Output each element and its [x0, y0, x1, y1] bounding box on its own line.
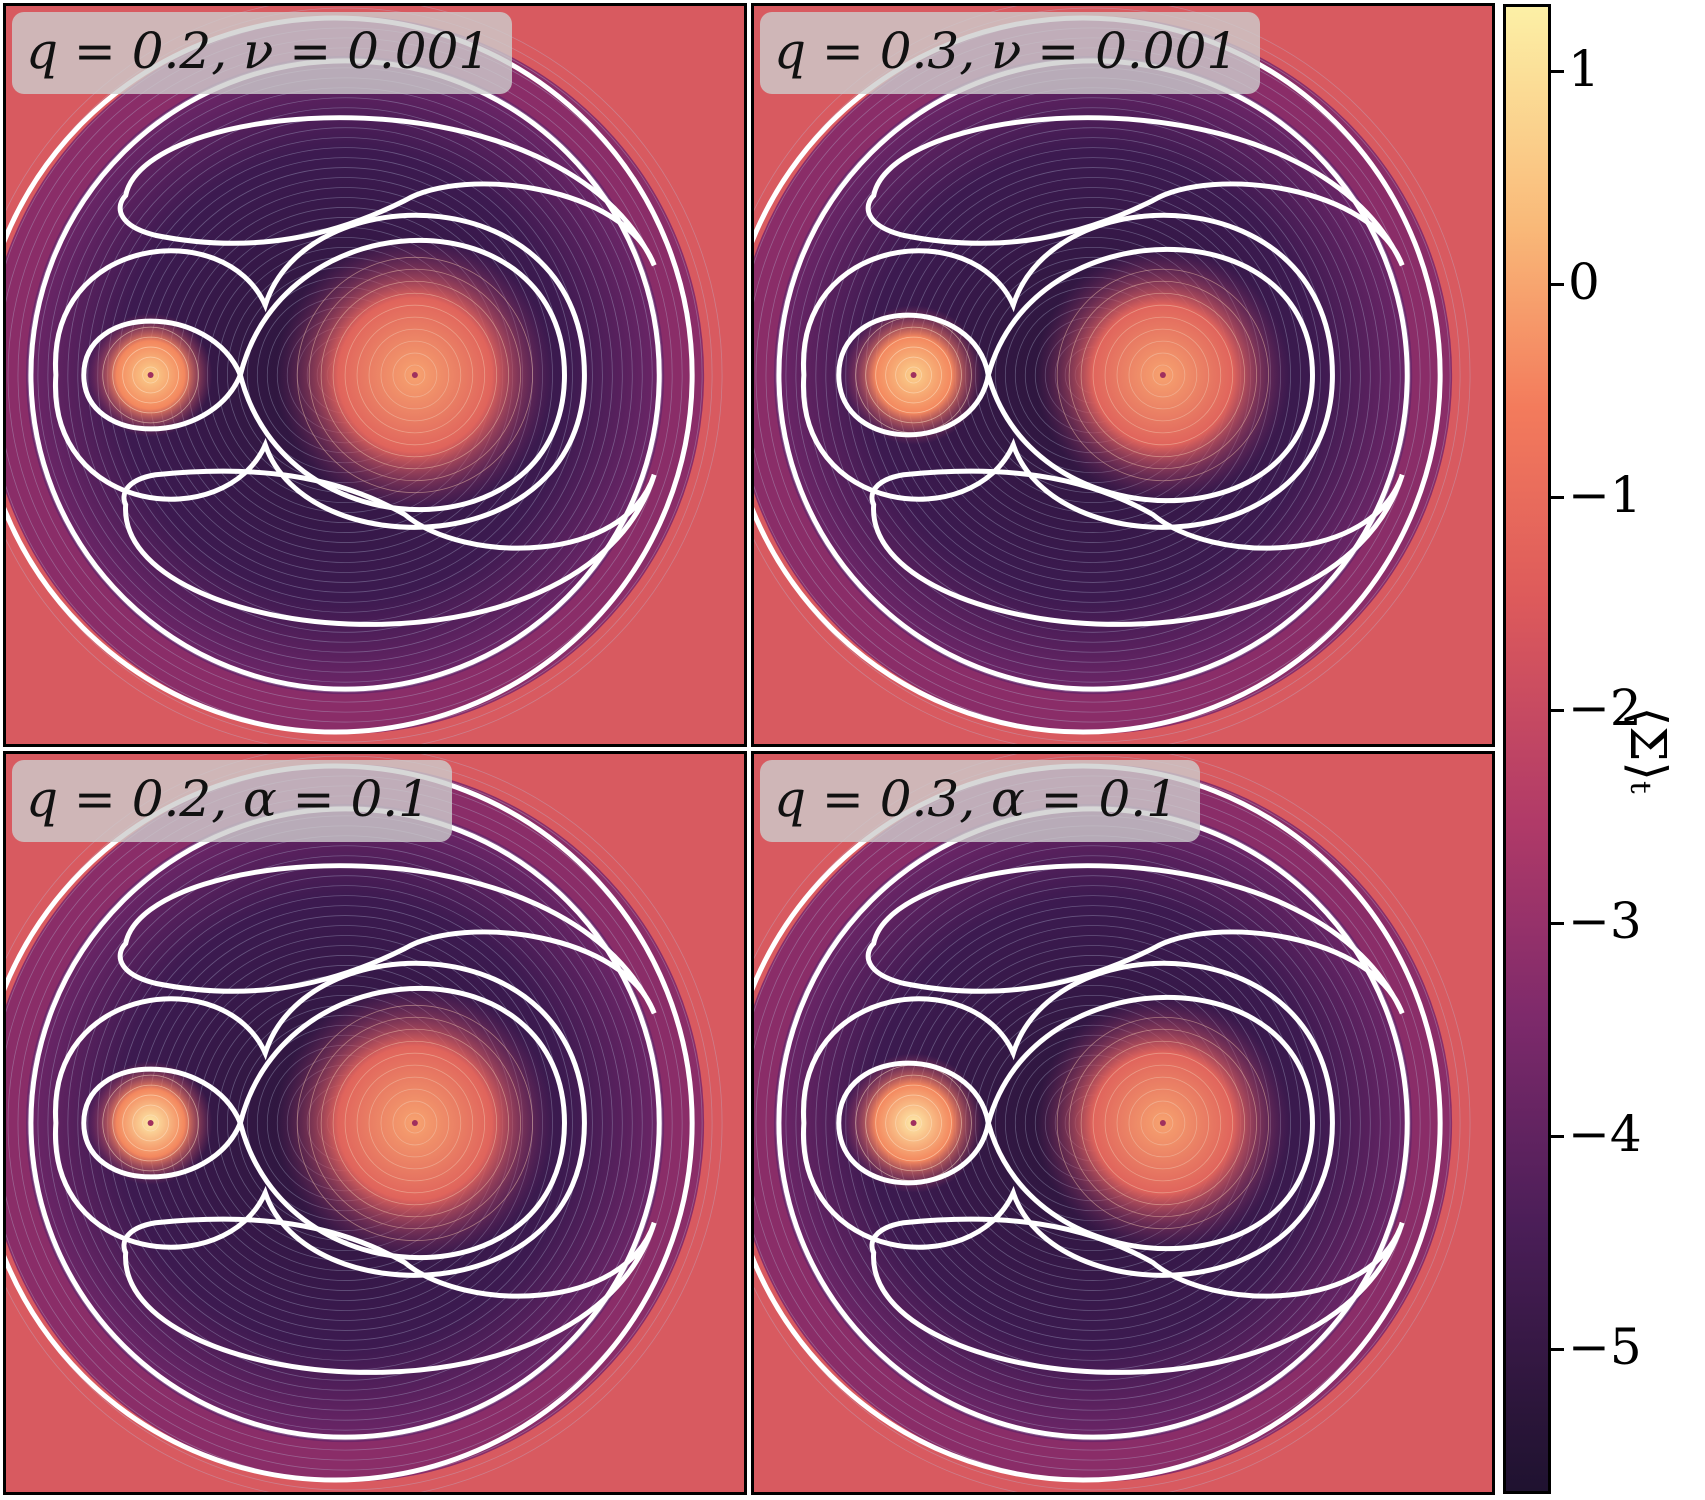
panel-bottom-left: q = 0.2, α = 0.1 [3, 751, 747, 1495]
banana-contour-top [865, 863, 1405, 1015]
density-map [754, 6, 1492, 744]
banana-contour-bottom [869, 468, 1405, 627]
banana-contour-top [117, 863, 657, 1015]
density-map [754, 754, 1492, 1492]
panel-bottom-right: q = 0.3, α = 0.1 [751, 751, 1495, 1495]
banana-contour-bottom [869, 1216, 1405, 1375]
outer-lobe-contour [801, 212, 1335, 530]
colorbar-tick-label: 1 [1568, 40, 1600, 98]
inner-lobe-contour [836, 995, 1315, 1251]
colorbar-tick [1548, 922, 1564, 925]
outer-lobe-contour [53, 960, 587, 1278]
inner-lobe-contour [81, 985, 567, 1261]
banana-contour-top [117, 115, 657, 267]
panel-top-right: q = 0.3, ν = 0.001 [751, 3, 1495, 747]
colorbar-tick [1548, 496, 1564, 499]
colorbar-tick-label: −3 [1568, 892, 1642, 950]
panel-label: q = 0.2, ν = 0.001 [12, 12, 513, 94]
panel-label: q = 0.3, α = 0.1 [760, 760, 1200, 842]
colorbar-label: ⟨Σ⟩ₜ [1619, 706, 1677, 794]
panel-label: q = 0.3, ν = 0.001 [760, 12, 1261, 94]
colorbar-tick [1548, 283, 1564, 286]
banana-contour-bottom [121, 468, 657, 627]
banana-contour-top [865, 115, 1405, 267]
colorbar-tick [1548, 1348, 1564, 1351]
panel-label: q = 0.2, α = 0.1 [12, 760, 452, 842]
outer-lobe-contour [53, 212, 587, 530]
colorbar-tick [1548, 70, 1564, 73]
inner-lobe-contour [836, 247, 1315, 503]
colorbar [1503, 4, 1551, 1494]
colorbar-tick-label: −5 [1568, 1318, 1642, 1376]
outer-lobe-contour [801, 960, 1335, 1278]
colorbar-tick-label: 0 [1568, 253, 1600, 311]
colorbar-tick-label: −2 [1568, 679, 1642, 737]
density-map [6, 6, 744, 744]
colorbar-tick-label: −1 [1568, 466, 1642, 524]
banana-contour-bottom [121, 1216, 657, 1375]
inner-lobe-contour [81, 237, 567, 513]
density-map [6, 754, 744, 1492]
colorbar-tick [1548, 709, 1564, 712]
panel-top-left: q = 0.2, ν = 0.001 [3, 3, 747, 747]
colorbar-tick-label: −4 [1568, 1105, 1642, 1163]
colorbar-tick [1548, 1135, 1564, 1138]
